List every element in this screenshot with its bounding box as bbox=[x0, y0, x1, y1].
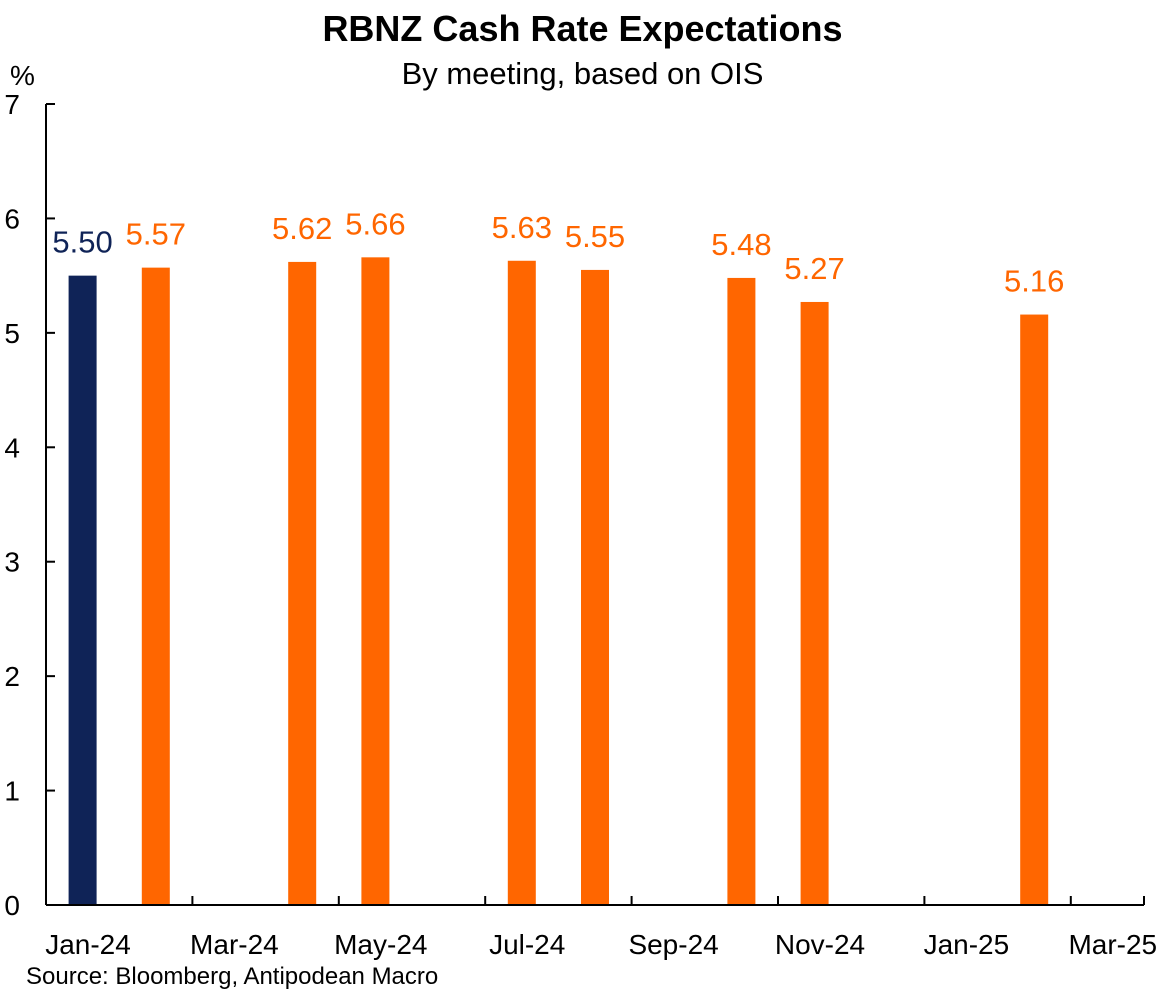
bar-value-label: 5.66 bbox=[345, 206, 405, 241]
bar-expected bbox=[727, 277, 756, 906]
bar-value-label: 5.57 bbox=[126, 217, 186, 252]
x-tick-label: Jul-24 bbox=[489, 929, 565, 960]
bar-value-label: 5.50 bbox=[52, 225, 112, 260]
x-tick-label: Jan-25 bbox=[924, 929, 1010, 960]
bar-current bbox=[68, 275, 97, 906]
x-tick-label: May-24 bbox=[334, 929, 427, 960]
bar-expected bbox=[361, 257, 390, 905]
y-tick-label: 7 bbox=[4, 89, 20, 120]
y-axis-unit-label: % bbox=[10, 60, 35, 91]
y-tick-label: 1 bbox=[4, 776, 20, 807]
y-tick-label: 5 bbox=[4, 318, 20, 349]
y-tick-label: 6 bbox=[4, 203, 20, 234]
chart-subtitle: By meeting, based on OIS bbox=[401, 56, 764, 91]
bar-expected bbox=[288, 261, 317, 905]
x-tick-label: Jan-24 bbox=[45, 929, 131, 960]
bar-value-label: 5.62 bbox=[272, 211, 332, 246]
bar-expected bbox=[581, 269, 609, 906]
bar-value-label: 5.55 bbox=[565, 219, 625, 254]
bar-expected bbox=[507, 260, 536, 905]
y-tick-label: 0 bbox=[4, 890, 20, 921]
bar-value-labels: 5.50 5.57 5.62 5.66 5.63 5.55 5.48 5.27 5.16 bbox=[52, 206, 1064, 298]
y-tick-label: 2 bbox=[4, 661, 20, 692]
bar-value-label: 5.27 bbox=[784, 251, 844, 286]
x-tick-label: Mar-25 bbox=[1068, 929, 1157, 960]
bar-value-label: 5.16 bbox=[1004, 264, 1064, 299]
bar-expected bbox=[800, 301, 829, 905]
y-tick-label: 3 bbox=[4, 547, 20, 578]
y-axis-ticks: 0 1 2 3 4 5 6 7 bbox=[4, 89, 55, 921]
bar-expected bbox=[1020, 314, 1049, 905]
bars bbox=[68, 257, 1049, 906]
x-tick-label: Sep-24 bbox=[628, 929, 718, 960]
x-tick-label: Mar-24 bbox=[190, 929, 279, 960]
source-note: Source: Bloomberg, Antipodean Macro bbox=[26, 963, 439, 990]
bar-expected bbox=[141, 267, 170, 906]
bar-value-label: 5.48 bbox=[711, 227, 771, 262]
y-tick-label: 4 bbox=[4, 432, 20, 463]
x-axis-ticks: Jan-24 Mar-24 May-24 Jul-24 Sep-24 Nov-24 Jan-… bbox=[45, 896, 1157, 960]
x-tick-label: Nov-24 bbox=[775, 929, 865, 960]
bar-value-label: 5.63 bbox=[492, 210, 552, 245]
chart-title: RBNZ Cash Rate Expectations bbox=[322, 8, 843, 49]
